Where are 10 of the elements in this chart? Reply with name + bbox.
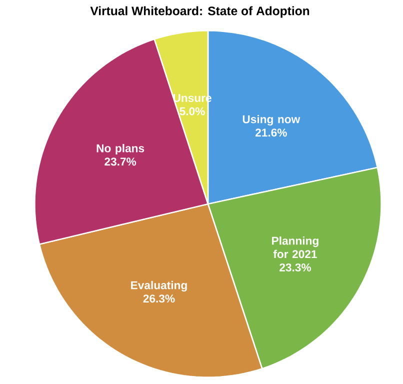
data-label: 23.7% — [104, 158, 136, 166]
slice-label: Evaluating — [131, 280, 187, 292]
slice-label: Using now — [242, 114, 300, 126]
slice-label: Planning for 2021 — [272, 236, 318, 258]
data-label: 21.6% — [255, 128, 287, 137]
data-label: 5.0% — [180, 107, 205, 116]
slice-label: No plans — [96, 144, 144, 155]
data-label: 23.3% — [280, 263, 311, 272]
chart-title: Virtual Whiteboard: State of Adoption — [90, 6, 310, 18]
data-label: 26.3% — [143, 294, 175, 303]
